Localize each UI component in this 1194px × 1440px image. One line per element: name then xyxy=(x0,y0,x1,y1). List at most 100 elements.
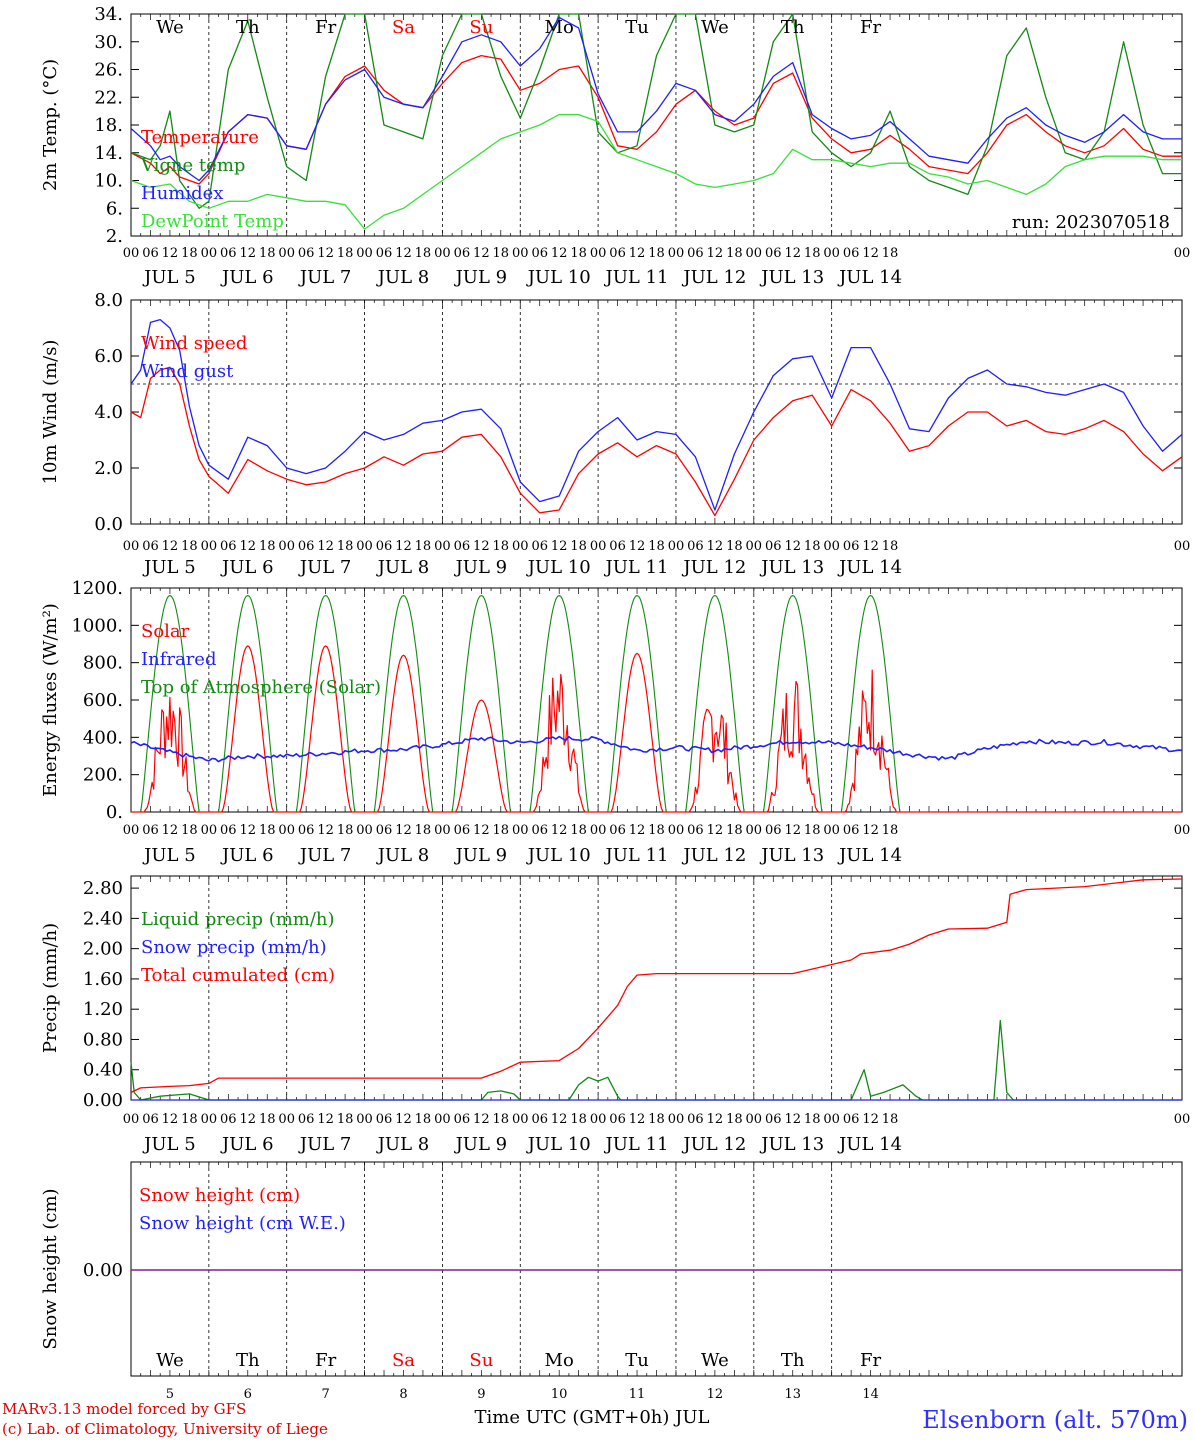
hour-tick-label: 12 xyxy=(162,539,179,554)
hour-tick-label: 00 xyxy=(201,1112,218,1127)
hour-tick-label: 18 xyxy=(181,539,198,554)
weekday-label: Fr xyxy=(860,17,881,38)
hour-tick-label: 12 xyxy=(629,246,646,261)
hour-tick-label: 18 xyxy=(804,246,821,261)
legend-entry: Wind gust xyxy=(141,361,234,382)
hour-tick-label: 06 xyxy=(376,246,393,261)
plot-frame xyxy=(130,13,1183,237)
hour-tick-label: 00 xyxy=(823,246,840,261)
weekday-label: Sa xyxy=(392,17,415,38)
hour-tick-label: 18 xyxy=(259,246,276,261)
y-tick-label: 1.20 xyxy=(83,999,123,1020)
y-axis-title: 2m Temp. (°C) xyxy=(40,59,61,191)
weekday-label: Fr xyxy=(315,1350,336,1371)
hour-tick-label: 18 xyxy=(804,1112,821,1127)
hour-tick-label: 12 xyxy=(162,1112,179,1127)
weekday-label: We xyxy=(156,17,184,38)
hour-tick-label: 06 xyxy=(376,1112,393,1127)
hour-tick-label: 12 xyxy=(240,1112,257,1127)
day-number-label: 5 xyxy=(166,1387,174,1402)
hour-tick-label: 06 xyxy=(687,246,704,261)
hour-tick-label: 06 xyxy=(376,539,393,554)
hour-tick-label: 18 xyxy=(415,823,432,838)
hour-tick-label: 06 xyxy=(531,823,548,838)
hour-tick-label: 00 xyxy=(356,246,373,261)
hour-tick-label: 00 xyxy=(590,246,607,261)
run-annotation: run: 2023070518 xyxy=(1012,212,1170,233)
hour-tick-label: 12 xyxy=(395,1112,412,1127)
hour-tick-label: 00 xyxy=(823,823,840,838)
hour-tick-label: 12 xyxy=(629,1112,646,1127)
hour-tick-label: 18 xyxy=(726,539,743,554)
hour-tick-label: 12 xyxy=(473,1112,490,1127)
hour-tick-label: 12 xyxy=(473,823,490,838)
hour-tick-label: 12 xyxy=(240,539,257,554)
date-label: JUL 11 xyxy=(604,1134,669,1155)
day-number-label: 14 xyxy=(862,1387,879,1402)
date-label: JUL 5 xyxy=(142,557,196,578)
hour-tick-label: 18 xyxy=(882,823,899,838)
hour-tick-label: 18 xyxy=(726,823,743,838)
hour-tick-label: 12 xyxy=(473,539,490,554)
date-label: JUL 9 xyxy=(454,267,508,288)
hour-tick-label: 00 xyxy=(434,246,451,261)
weekday-label: Su xyxy=(469,1350,493,1371)
hour-tick-label: 12 xyxy=(395,539,412,554)
y-axis-title: 10m Wind (m/s) xyxy=(40,340,61,485)
date-label: JUL 9 xyxy=(454,845,508,866)
hour-tick-label: 12 xyxy=(629,539,646,554)
footer: MARv3.13 model forced by GFS (c) Lab. of … xyxy=(2,1400,1188,1438)
hour-tick-label: 18 xyxy=(570,823,587,838)
hour-tick-label: 18 xyxy=(181,1112,198,1127)
hour-tick-label: 12 xyxy=(784,823,801,838)
hour-tick-label: 06 xyxy=(765,1112,782,1127)
series-line-infrared xyxy=(130,735,1183,763)
y-tick-label: 10. xyxy=(94,171,123,192)
hour-tick-label: 06 xyxy=(142,1112,159,1127)
date-label: JUL 14 xyxy=(837,267,902,288)
day-number-label: 8 xyxy=(399,1387,407,1402)
date-label: JUL 12 xyxy=(681,267,746,288)
hour-tick-label: 00 xyxy=(512,539,529,554)
hour-tick-label: 06 xyxy=(454,246,471,261)
legend-entry: Vigne temp xyxy=(140,155,245,176)
copyright-credit: (c) Lab. of Climatology, University of L… xyxy=(2,1420,328,1438)
weekday-label: Th xyxy=(236,1350,260,1371)
date-label: JUL 13 xyxy=(759,1134,824,1155)
date-label: JUL 12 xyxy=(681,845,746,866)
hour-tick-label: 00 xyxy=(434,823,451,838)
hour-tick-label: 06 xyxy=(220,539,237,554)
legend-entry: Snow height (cm W.E.) xyxy=(139,1213,346,1234)
hour-tick-label: 00 xyxy=(123,1112,140,1127)
weekday-label: Th xyxy=(781,17,805,38)
hour-tick-label: 06 xyxy=(454,823,471,838)
hour-tick-label: 00 xyxy=(278,539,295,554)
weekday-label: Fr xyxy=(315,17,336,38)
hour-tick-label: 00 xyxy=(512,1112,529,1127)
date-label: JUL 6 xyxy=(220,557,274,578)
y-tick-label: 2.40 xyxy=(83,908,123,929)
y-tick-label: 0.80 xyxy=(83,1029,123,1050)
date-label: JUL 10 xyxy=(526,1134,591,1155)
date-label: JUL 7 xyxy=(298,557,352,578)
hour-tick-label: 00 xyxy=(434,539,451,554)
day-number-label: 10 xyxy=(551,1387,568,1402)
hour-tick-label: 18 xyxy=(337,539,354,554)
hour-tick-label: 18 xyxy=(415,246,432,261)
hour-tick-label: 00 xyxy=(1174,823,1191,838)
hour-tick-label: 12 xyxy=(162,246,179,261)
plot-frame xyxy=(130,299,1183,525)
hour-tick-label: 18 xyxy=(726,246,743,261)
hour-tick-label: 06 xyxy=(298,1112,315,1127)
hour-tick-label: 12 xyxy=(317,539,334,554)
legend-entry: Wind speed xyxy=(141,333,247,354)
hour-tick-label: 00 xyxy=(746,823,763,838)
y-tick-label: 0.40 xyxy=(83,1060,123,1081)
series-line-total-cumulated-cm- xyxy=(130,878,1183,1093)
hour-tick-label: 18 xyxy=(259,823,276,838)
hour-tick-label: 18 xyxy=(181,823,198,838)
model-credit: MARv3.13 model forced by GFS xyxy=(2,1400,246,1418)
hour-tick-label: 00 xyxy=(1174,246,1191,261)
series-line-solar xyxy=(131,645,1182,813)
